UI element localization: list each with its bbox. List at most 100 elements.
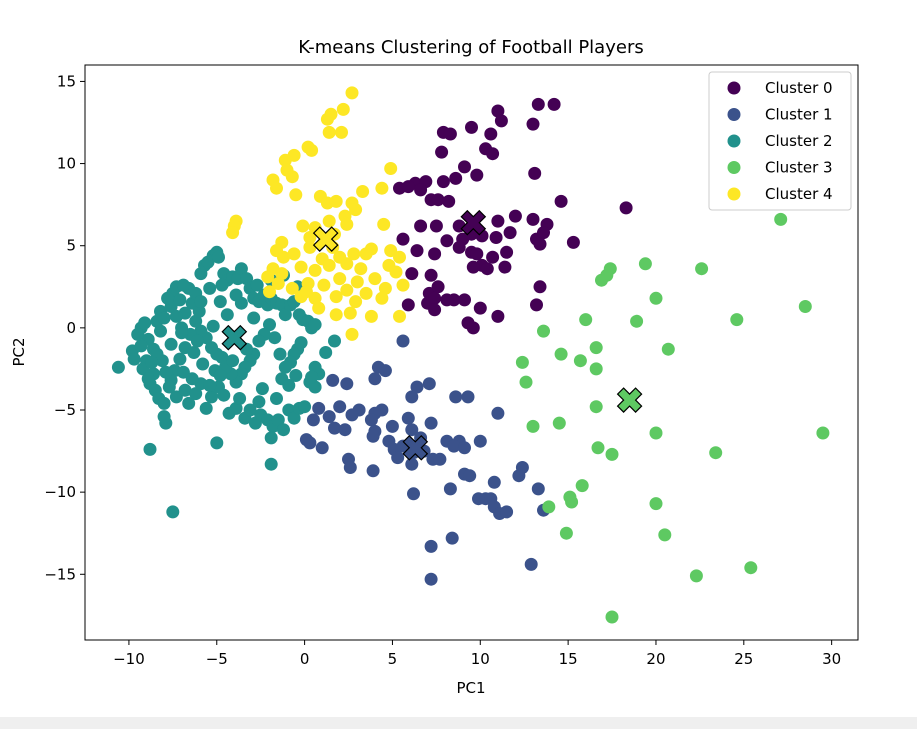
data-point: [730, 313, 744, 327]
data-point: [368, 372, 382, 386]
data-point: [442, 194, 456, 208]
legend-label: Cluster 4: [765, 185, 833, 203]
data-point: [491, 214, 505, 228]
data-point: [512, 469, 526, 483]
data-point: [519, 375, 533, 389]
data-point: [605, 447, 619, 461]
y-tick-label: −10: [44, 483, 76, 501]
data-point: [213, 369, 227, 382]
series-cluster-4: [226, 86, 410, 341]
data-point: [131, 327, 145, 341]
data-point: [192, 304, 206, 318]
x-tick-label: 20: [646, 650, 665, 668]
data-point: [547, 97, 561, 111]
x-tick-label: 25: [734, 650, 753, 668]
data-point: [176, 278, 190, 292]
data-point: [213, 295, 227, 309]
x-tick-label: 5: [388, 650, 398, 668]
data-point: [440, 234, 454, 248]
data-point: [359, 286, 373, 300]
y-axis-ticks: −15 −10 −5 0 5 10 15: [44, 72, 85, 583]
data-point: [487, 475, 501, 489]
data-point: [340, 377, 354, 391]
data-point: [187, 346, 201, 359]
data-point: [333, 272, 347, 286]
data-point: [565, 495, 579, 509]
data-point: [428, 291, 442, 305]
y-tick-label: −5: [54, 401, 76, 419]
data-point: [375, 181, 389, 195]
data-point: [436, 175, 450, 189]
data-point: [579, 313, 593, 327]
data-point: [470, 168, 484, 182]
data-point: [212, 250, 225, 264]
plot-area-frame: [84, 64, 859, 641]
legend-box: [708, 71, 852, 211]
data-point: [345, 327, 359, 341]
data-point: [278, 360, 292, 374]
data-point: [299, 433, 313, 447]
data-point: [278, 308, 292, 322]
data-point: [285, 281, 299, 295]
data-point: [294, 260, 308, 274]
data-point: [299, 285, 313, 299]
y-tick-label: 10: [57, 155, 76, 173]
data-point: [336, 102, 350, 116]
y-tick-label: 5: [66, 237, 76, 255]
data-point: [405, 267, 419, 281]
data-point: [443, 482, 457, 496]
data-point: [303, 240, 317, 254]
data-point: [289, 188, 303, 202]
data-point: [255, 382, 269, 396]
data-point: [271, 277, 285, 290]
data-point: [526, 117, 540, 131]
data-point: [526, 212, 540, 226]
data-point: [178, 383, 192, 397]
data-point: [340, 217, 354, 231]
data-point: [480, 262, 494, 276]
data-point: [619, 201, 633, 215]
data-point: [305, 143, 319, 157]
data-point: [533, 237, 547, 251]
data-point: [343, 306, 357, 320]
data-point: [157, 410, 171, 424]
data-point: [649, 497, 663, 511]
data-point: [203, 378, 217, 392]
data-point: [303, 231, 317, 244]
data-point: [226, 226, 240, 240]
data-point: [393, 309, 406, 323]
centroid-markers: [221, 209, 643, 461]
data-point: [205, 390, 218, 404]
data-point: [378, 364, 392, 378]
data-point: [375, 291, 389, 305]
data-point: [141, 372, 155, 386]
data-point: [308, 263, 322, 277]
data-point: [333, 400, 347, 414]
data-point: [526, 419, 540, 433]
data-point: [630, 314, 644, 328]
data-point: [473, 434, 487, 448]
data-point: [277, 250, 290, 264]
data-point: [528, 166, 542, 180]
data-point: [349, 203, 363, 217]
data-point: [378, 281, 392, 295]
data-point: [240, 272, 254, 286]
data-point: [220, 308, 234, 322]
x-tick-label: 0: [300, 650, 310, 668]
data-point: [282, 378, 296, 392]
data-point: [347, 247, 361, 261]
centroid-marker: [221, 324, 248, 351]
data-point: [273, 347, 287, 361]
data-point: [252, 395, 266, 409]
data-point: [424, 416, 438, 430]
data-point: [296, 219, 310, 233]
data-point: [364, 309, 378, 323]
data-point: [270, 392, 283, 405]
data-point: [530, 298, 543, 312]
data-point: [445, 531, 459, 545]
data-point: [271, 413, 285, 427]
data-point: [405, 390, 419, 404]
legend: Cluster 0 Cluster 1 Cluster 2 Cluster 3 Clus…: [708, 71, 852, 211]
chart-title: K-means Clustering of Football Players: [298, 37, 643, 58]
data-point: [162, 380, 176, 394]
